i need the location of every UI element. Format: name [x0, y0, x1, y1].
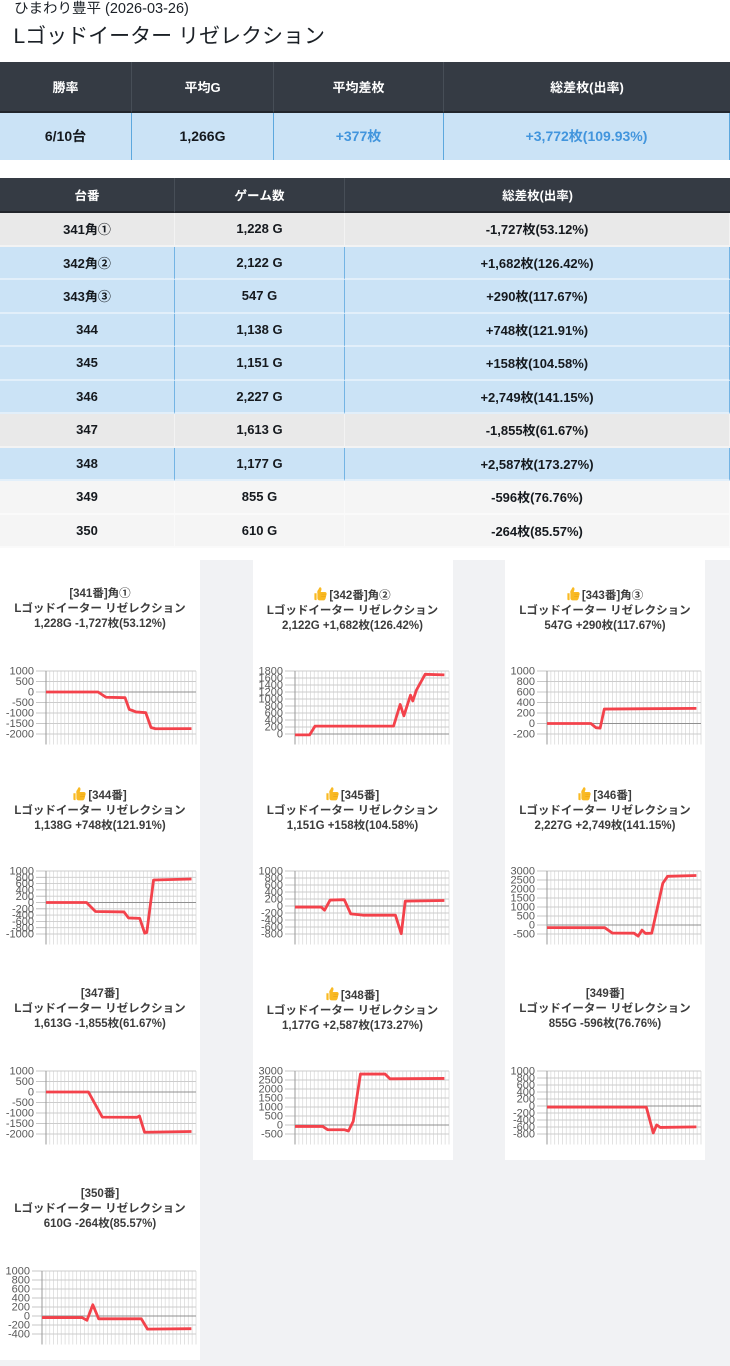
- svg-text:2500: 2500: [258, 1075, 282, 1087]
- svg-text:-500: -500: [12, 1097, 34, 1109]
- svg-text:2000: 2000: [511, 884, 535, 896]
- svg-text:400: 400: [517, 1087, 535, 1099]
- svg-text:0: 0: [529, 1101, 535, 1113]
- svg-text:0: 0: [529, 718, 535, 730]
- svg-text:-200: -200: [513, 1108, 535, 1120]
- svg-text:800: 800: [12, 1275, 30, 1287]
- svg-text:1000: 1000: [10, 866, 34, 878]
- svg-text:800: 800: [517, 676, 535, 688]
- svg-text:400: 400: [264, 715, 282, 727]
- svg-text:-1000: -1000: [6, 1108, 34, 1120]
- svg-text:1000: 1000: [511, 1066, 535, 1078]
- svg-text:-200: -200: [513, 729, 535, 741]
- svg-text:1000: 1000: [258, 1102, 282, 1114]
- svg-text:1500: 1500: [511, 893, 535, 905]
- svg-text:1000: 1000: [511, 902, 535, 914]
- svg-text:-400: -400: [260, 915, 282, 927]
- svg-text:400: 400: [12, 1293, 30, 1305]
- svg-text:200: 200: [12, 1302, 30, 1314]
- svg-text:-400: -400: [8, 1329, 30, 1341]
- svg-text:-200: -200: [12, 903, 34, 915]
- svg-text:3000: 3000: [258, 1066, 282, 1078]
- svg-text:-1500: -1500: [6, 1118, 34, 1130]
- svg-text:-1000: -1000: [6, 929, 34, 941]
- svg-text:200: 200: [517, 708, 535, 720]
- svg-text:500: 500: [517, 911, 535, 923]
- svg-text:800: 800: [264, 873, 282, 885]
- svg-text:600: 600: [12, 1284, 30, 1296]
- svg-text:600: 600: [517, 1080, 535, 1092]
- svg-text:0: 0: [276, 729, 282, 741]
- svg-text:0: 0: [529, 920, 535, 932]
- svg-text:0: 0: [276, 1120, 282, 1132]
- svg-text:-400: -400: [12, 910, 34, 922]
- svg-text:0: 0: [24, 1311, 30, 1323]
- svg-text:800: 800: [16, 872, 34, 884]
- svg-text:-600: -600: [260, 922, 282, 934]
- svg-text:2000: 2000: [258, 1084, 282, 1096]
- svg-text:-600: -600: [513, 1122, 535, 1134]
- svg-text:600: 600: [16, 878, 34, 890]
- svg-text:1000: 1000: [6, 1266, 30, 1278]
- svg-text:1400: 1400: [258, 680, 282, 692]
- svg-text:400: 400: [264, 887, 282, 899]
- svg-text:1000: 1000: [258, 694, 282, 706]
- svg-text:600: 600: [264, 880, 282, 892]
- svg-text:-2000: -2000: [6, 1129, 34, 1141]
- svg-text:500: 500: [264, 1111, 282, 1123]
- svg-text:1800: 1800: [258, 666, 282, 678]
- svg-text:-500: -500: [513, 929, 535, 941]
- svg-text:400: 400: [517, 697, 535, 709]
- svg-text:1000: 1000: [10, 1066, 34, 1078]
- svg-text:1000: 1000: [511, 666, 535, 678]
- svg-text:-800: -800: [513, 1129, 535, 1141]
- svg-text:1000: 1000: [10, 666, 34, 678]
- svg-text:-200: -200: [8, 1320, 30, 1332]
- svg-text:500: 500: [16, 1076, 34, 1088]
- svg-text:400: 400: [16, 885, 34, 897]
- svg-text:500: 500: [16, 676, 34, 688]
- svg-text:-1000: -1000: [6, 708, 34, 720]
- svg-text:-2000: -2000: [6, 729, 34, 741]
- svg-text:3000: 3000: [511, 866, 535, 878]
- svg-text:200: 200: [16, 891, 34, 903]
- svg-text:1600: 1600: [258, 673, 282, 685]
- svg-text:-1500: -1500: [6, 718, 34, 730]
- svg-text:-800: -800: [260, 929, 282, 941]
- svg-text:0: 0: [28, 1087, 34, 1099]
- svg-text:0: 0: [276, 901, 282, 913]
- svg-text:-500: -500: [12, 697, 34, 709]
- svg-text:-500: -500: [260, 1129, 282, 1141]
- svg-text:-800: -800: [12, 922, 34, 934]
- svg-text:800: 800: [517, 1073, 535, 1085]
- svg-text:-600: -600: [12, 916, 34, 928]
- svg-text:800: 800: [264, 701, 282, 713]
- svg-text:0: 0: [28, 687, 34, 699]
- svg-text:200: 200: [264, 894, 282, 906]
- svg-text:600: 600: [517, 687, 535, 699]
- svg-text:0: 0: [28, 897, 34, 909]
- svg-text:-200: -200: [260, 908, 282, 920]
- svg-text:1500: 1500: [258, 1093, 282, 1105]
- svg-text:200: 200: [264, 722, 282, 734]
- svg-text:1200: 1200: [258, 687, 282, 699]
- svg-text:600: 600: [264, 708, 282, 720]
- svg-text:-400: -400: [513, 1115, 535, 1127]
- svg-text:200: 200: [517, 1094, 535, 1106]
- svg-text:1000: 1000: [258, 866, 282, 878]
- svg-text:2500: 2500: [511, 875, 535, 887]
